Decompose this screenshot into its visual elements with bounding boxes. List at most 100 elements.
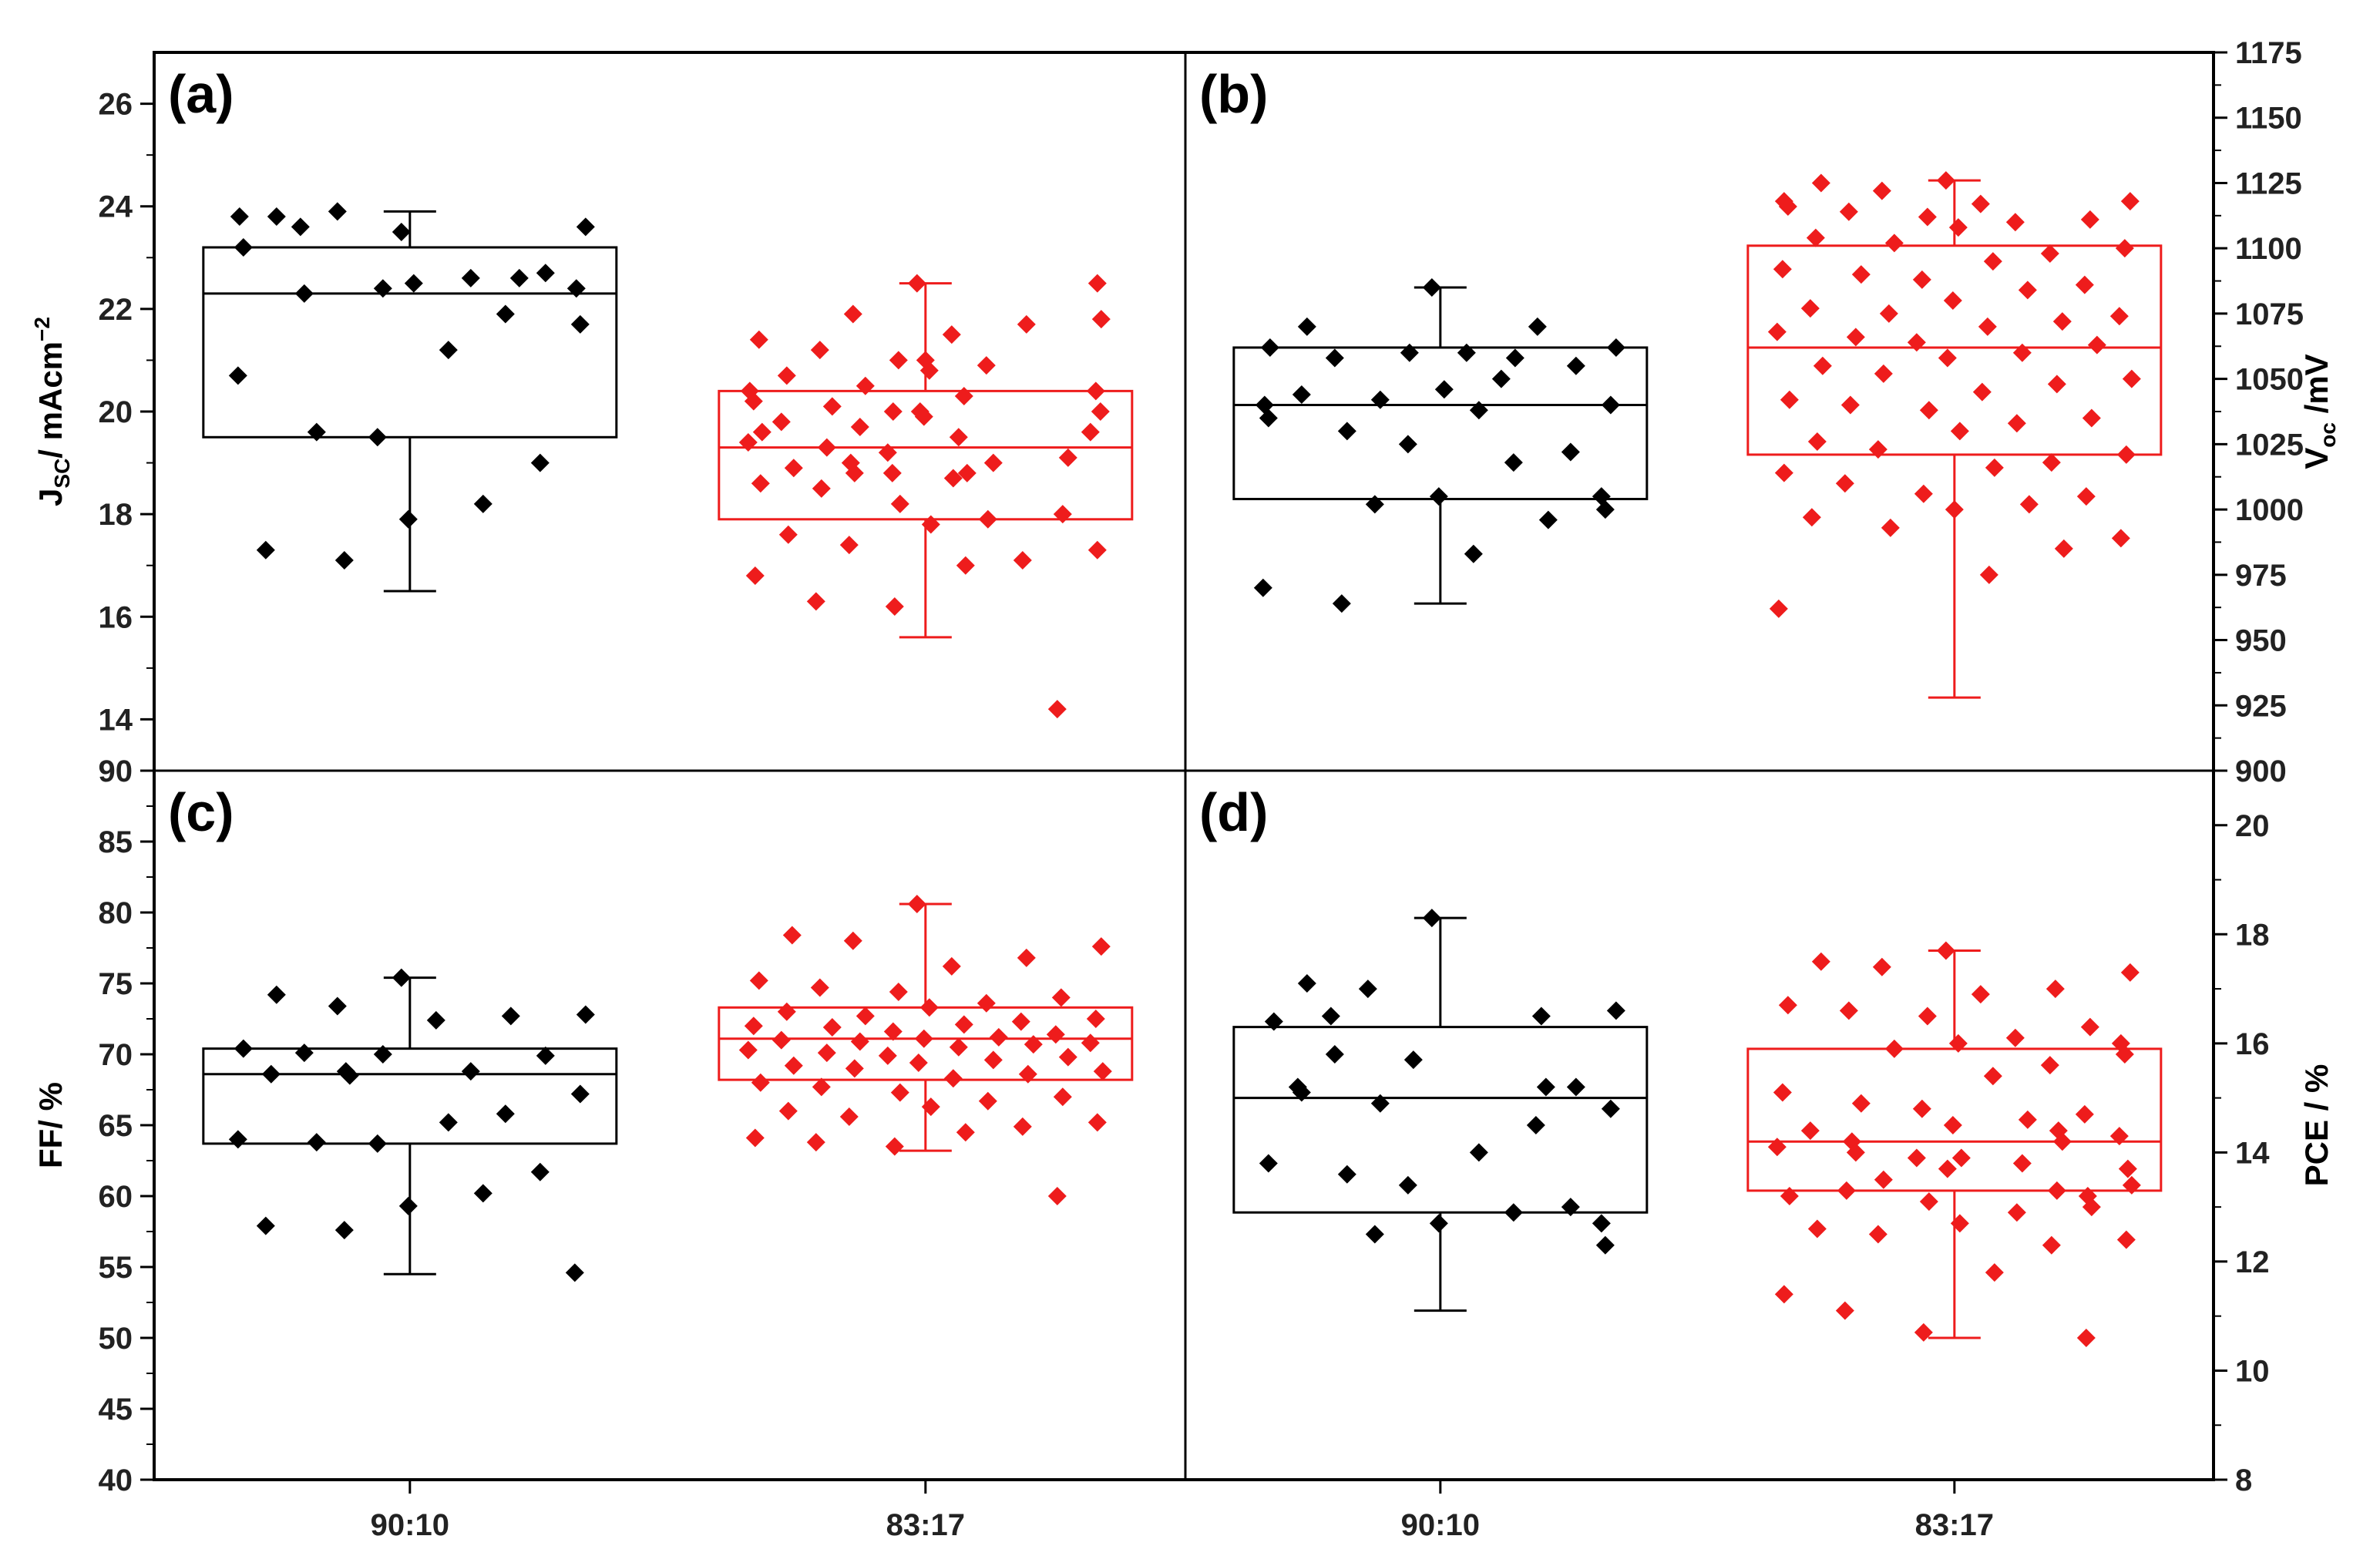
data-point (744, 1017, 763, 1036)
data-point (461, 268, 480, 287)
data-point (473, 1184, 492, 1203)
data-point (777, 1002, 796, 1021)
data-point (1774, 1285, 1793, 1304)
data-point (1434, 380, 1454, 399)
data-point (889, 983, 908, 1002)
data-point (1800, 299, 1820, 318)
data-point (1087, 540, 1107, 560)
data-point (1806, 228, 1825, 247)
data-point (1047, 1187, 1067, 1205)
data-point (2052, 1132, 2072, 1151)
data-point (777, 366, 796, 385)
data-point (1403, 1050, 1423, 1070)
data-point (230, 207, 249, 227)
y-tick-label: 975 (2235, 559, 2287, 593)
data-point (1813, 356, 1832, 375)
data-point (749, 971, 768, 990)
data-point (1491, 369, 1511, 388)
data-point (2075, 275, 2094, 294)
data-point (907, 274, 926, 293)
data-point (261, 1064, 281, 1084)
data-point (989, 1027, 1008, 1047)
data-point (1457, 343, 1476, 362)
data-point (2111, 529, 2130, 548)
data-point (1013, 551, 1032, 570)
data-point (983, 1050, 1003, 1070)
data-point (978, 1091, 997, 1111)
data-point (328, 202, 347, 221)
data-point (1561, 1198, 1580, 1217)
data-point (1086, 381, 1105, 401)
panels-layer: (a) 14 16 18 20 22 24 26 JSC/ mAcm−2 (b) 900 925 950… (30, 36, 2340, 1542)
data-point (496, 1104, 515, 1124)
data-point (919, 998, 939, 1017)
data-point (566, 279, 586, 298)
y-tick-label: 900 (2235, 754, 2287, 788)
data-point (1332, 594, 1351, 613)
data-point (2052, 312, 2072, 331)
y-tick-label: 8 (2235, 1464, 2252, 1497)
data-point (817, 438, 836, 457)
data-point (1802, 508, 1821, 527)
data-point (1259, 1154, 1278, 1173)
y-axis-c: 40 45 50 55 60 65 70 75 80 85 90 (99, 754, 154, 1497)
y-tick-label: 12 (2235, 1245, 2270, 1279)
data-point (2080, 210, 2099, 229)
data-point (1398, 435, 1417, 454)
data-point (1985, 458, 2004, 477)
data-point (778, 1101, 798, 1121)
data-point (1914, 484, 1933, 503)
data-point (1811, 952, 1830, 971)
data-point (1839, 1001, 1858, 1020)
data-point (373, 279, 392, 298)
data-point (340, 1066, 359, 1085)
data-point (2040, 1056, 2059, 1075)
y-tick-label: 85 (99, 825, 133, 859)
data-point (914, 407, 933, 426)
data-point (1868, 1225, 1888, 1244)
y-tick-label: 16 (99, 600, 133, 634)
data-point (1531, 1007, 1551, 1026)
data-point (1053, 505, 1072, 524)
panel-label-c: (c) (168, 782, 234, 842)
data-point (812, 479, 831, 498)
data-point (1595, 1235, 1615, 1255)
data-point (2042, 453, 2061, 472)
data-point (2115, 239, 2134, 258)
panel-b: (b) 900 925 950 975 1000 1025 1050 1075 1100 1125 1… (1199, 36, 2340, 788)
data-point (822, 1018, 842, 1037)
data-point (1400, 343, 1419, 362)
data-point (1046, 1025, 1065, 1044)
data-point (1024, 1035, 1043, 1054)
data-point (496, 304, 515, 324)
data-point (291, 217, 310, 237)
data-point (1846, 1143, 1865, 1162)
data-point (1606, 338, 1625, 357)
data-point (473, 494, 492, 513)
data-point (1773, 260, 1792, 279)
data-point (1538, 510, 1558, 529)
data-point (1919, 401, 1938, 420)
y-tick-label: 1075 (2235, 297, 2304, 331)
y-axis-a: 14 16 18 20 22 24 26 (99, 88, 154, 737)
data-point (784, 1056, 803, 1075)
panel-c: (c) 40 45 50 55 60 65 70 75 80 85 90 FF/ % (32, 754, 1134, 1497)
x-tick-label: 83:17 (886, 1508, 965, 1542)
box-a-90-10 (202, 210, 618, 593)
data-point (1978, 317, 1997, 336)
data-point (1325, 1045, 1344, 1064)
data-point (909, 1054, 928, 1073)
data-point (745, 566, 765, 586)
data-point (1429, 1214, 1448, 1233)
data-point (1058, 1047, 1077, 1067)
data-point (1884, 1039, 1904, 1058)
data-point (2047, 1181, 2066, 1200)
y-axis-label-a: JSC/ mAcm−2 (30, 317, 74, 506)
data-point (1938, 348, 1957, 368)
y-tick-label: 950 (2235, 624, 2287, 658)
frame-border (153, 51, 2215, 1481)
data-point (771, 1030, 791, 1050)
data-point (1017, 314, 1036, 334)
data-point (1938, 1159, 1957, 1178)
data-point (373, 1045, 392, 1064)
